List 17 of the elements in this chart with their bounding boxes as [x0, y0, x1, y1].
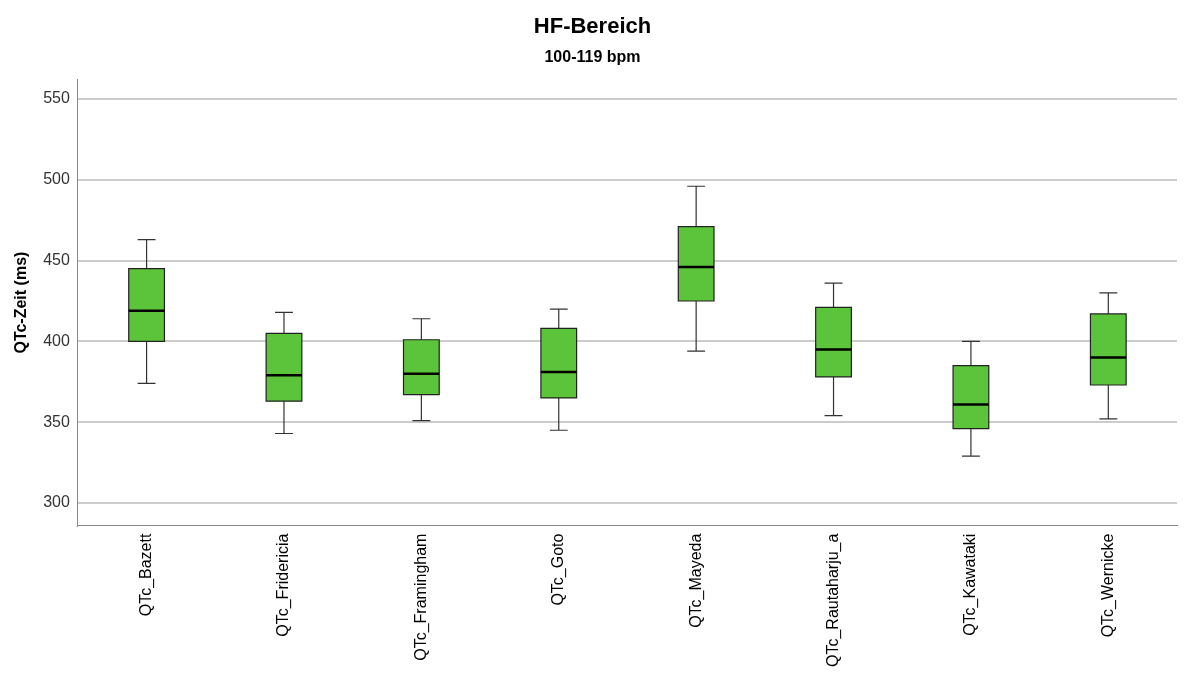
x-tick-label: QTc_Fridericia: [274, 533, 293, 637]
y-tick-label: 500: [43, 170, 70, 188]
x-tick-label: QTc_Goto: [549, 533, 568, 606]
y-axis-title: QTc-Zeit (ms): [12, 251, 30, 354]
x-tick-label: QTc_Kawataki: [961, 533, 980, 636]
chart-title: HF-Bereich: [533, 13, 652, 39]
y-tick-label: 450: [43, 250, 70, 268]
chart-subtitle: 100-119 bpm: [544, 48, 641, 66]
x-tick-label: QTc_Mayeda: [686, 533, 705, 628]
x-tick-label: QTc_Bazett: [137, 533, 155, 617]
y-tick-label: 550: [43, 89, 70, 107]
x-tick-label: QTc_Rautaharju_a: [823, 533, 842, 668]
y-tick-label: 300: [43, 493, 70, 511]
y-tick-label: 350: [43, 412, 70, 430]
x-tick-label: QTc_Framingham: [411, 533, 430, 661]
x-tick-label: QTc_Wernicke: [1098, 533, 1117, 638]
y-tick-label: 400: [43, 331, 70, 349]
